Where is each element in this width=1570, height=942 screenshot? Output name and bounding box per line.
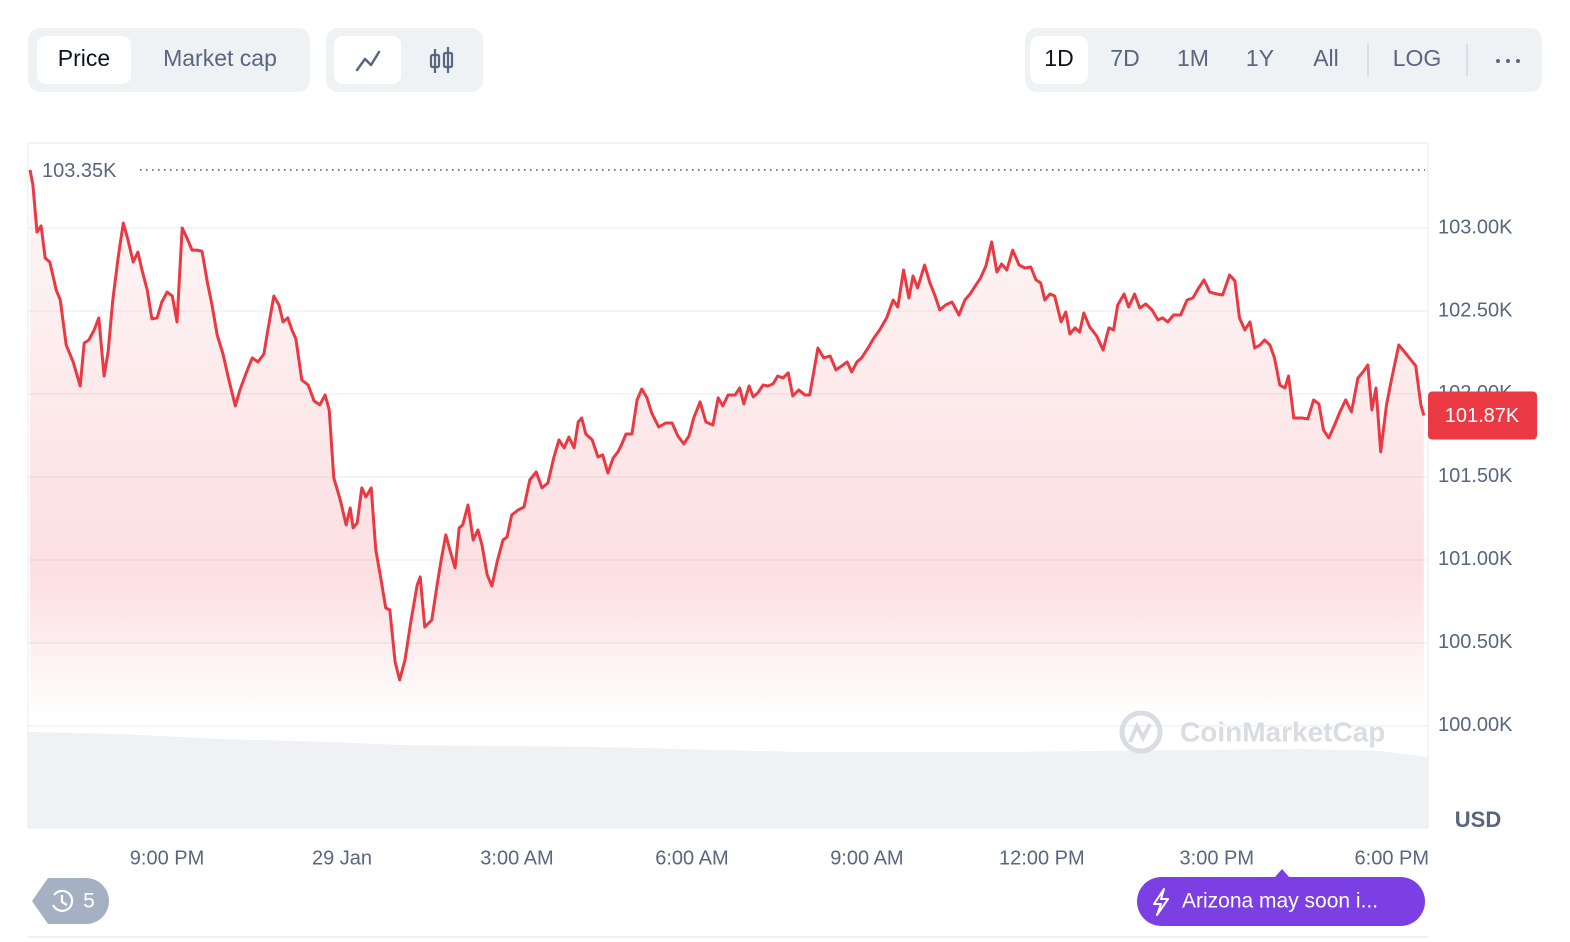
history-count: 5 [83,890,95,913]
news-pill[interactable] [1137,877,1425,926]
x-tick-label: 6:00 AM [655,847,728,869]
range-group [1025,28,1542,92]
x-tick-label: 6:00 PM [1355,847,1429,869]
y-tick-label: 102.50K [1438,299,1513,321]
x-tick-label: 29 Jan [312,847,372,869]
watermark-text: CoinMarketCap [1180,716,1385,747]
y-tick-label: 100.00K [1438,714,1513,736]
max-label: 103.35K [42,160,117,182]
price-badge [1428,391,1537,440]
watermark: CoinMarketCap [1119,710,1385,754]
tab-active[interactable] [37,36,131,84]
tab-price[interactable]: Price [58,45,110,71]
log-toggle[interactable]: LOG [1393,45,1442,71]
tab-market-cap[interactable]: Market cap [163,45,277,71]
y-tick-label: 100.50K [1438,631,1513,653]
x-tick-label: 9:00 AM [830,847,903,869]
x-tick-label: 3:00 AM [480,847,553,869]
area [30,169,1424,828]
news-icon [1153,888,1169,916]
y-tick-label: 101.00K [1438,548,1513,570]
candle-icon[interactable] [429,47,454,73]
unit-label: USD [1455,807,1501,832]
price-line [28,169,1426,682]
x-tick-label: 12:00 PM [999,847,1085,869]
range-7d[interactable]: 7D [1110,45,1139,71]
range-1m[interactable]: 1M [1177,45,1209,71]
news-pointer [1275,869,1289,877]
x-tick-label: 3:00 PM [1180,847,1254,869]
range-all[interactable]: All [1313,45,1339,71]
y-tick-label: 101.50K [1438,465,1513,487]
more-button[interactable] [1496,59,1520,63]
range-1d[interactable]: 1D [1044,45,1073,71]
history-icon [51,889,74,912]
news-text[interactable]: Arizona may soon i... [1182,890,1378,913]
y-tick-label: 103.00K [1438,216,1513,238]
price-badge-label: 101.87K [1445,405,1520,427]
history-badge[interactable] [32,878,109,924]
x-tick-label: 9:00 PM [130,847,204,869]
range-active[interactable] [1030,36,1088,84]
line-icon [355,50,381,72]
range-1y[interactable]: 1Y [1246,45,1274,71]
